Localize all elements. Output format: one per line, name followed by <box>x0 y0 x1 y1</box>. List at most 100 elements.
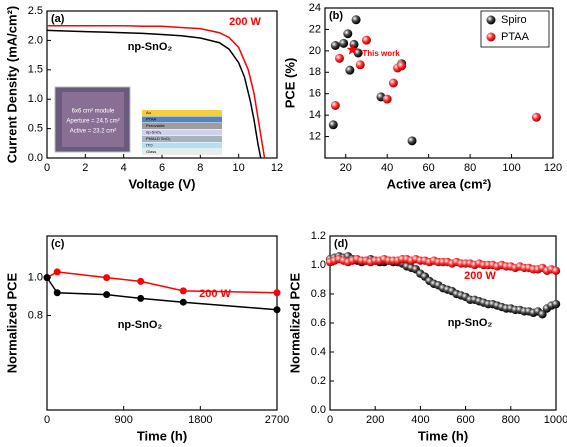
x-tick-label: 8 <box>197 162 203 174</box>
inset-layer-label: ITO <box>146 143 153 148</box>
legend-marker <box>486 32 496 42</box>
y-tick-label: 1.0 <box>28 272 43 284</box>
marker <box>179 298 187 306</box>
marker <box>53 289 61 297</box>
point <box>397 61 407 71</box>
marker <box>551 299 561 309</box>
inset-text: Active = 23.2 cm² <box>70 129 117 135</box>
y-axis-label: Normalized PCE <box>4 272 19 373</box>
y-tick-label: 1.5 <box>28 64 43 76</box>
panel-label: (d) <box>334 238 348 250</box>
y-tick-label: 14 <box>309 109 321 121</box>
point <box>382 94 392 104</box>
marker <box>538 310 547 319</box>
inset-layer <box>142 149 222 155</box>
x-tick-label: 12 <box>271 162 283 174</box>
x-tick-label: 10 <box>233 162 245 174</box>
inset-text: Aperture = 24.5 cm² <box>66 119 119 125</box>
x-tick-label: 200 <box>366 414 384 426</box>
marker <box>137 294 145 302</box>
x-tick-label: 100 <box>502 162 520 174</box>
point <box>330 41 340 50</box>
marker <box>103 274 111 282</box>
star-label: This work <box>362 49 400 58</box>
inset-layer-label: PMALD SnO₂ <box>146 136 171 141</box>
point <box>343 29 353 39</box>
point <box>531 112 541 122</box>
y-tick-label: 0.5 <box>28 123 43 135</box>
inset-layer <box>142 136 222 142</box>
y-tick-label: 0.0 <box>311 404 326 416</box>
y-tick-label: 1.0 <box>28 93 43 105</box>
panel-label: (b) <box>329 10 343 22</box>
series-label: np-SnO₂ <box>128 41 173 53</box>
x-tick-label: 4 <box>121 162 127 174</box>
inset-photo-panel <box>62 92 124 147</box>
x-axis-label: Voltage (V) <box>129 176 196 191</box>
legend-label: PTAA <box>501 31 530 43</box>
y-tick-label: 0.0 <box>28 152 43 164</box>
inset-layer-label: Au <box>146 110 151 115</box>
y-tick-label: 2.5 <box>28 5 43 17</box>
point <box>330 101 340 110</box>
x-tick-label: 600 <box>456 414 474 426</box>
inset-layer-label: Glass <box>146 149 156 154</box>
legend-marker <box>486 15 496 25</box>
marker <box>179 287 187 295</box>
star-marker <box>346 43 359 55</box>
inset-layer <box>142 129 222 136</box>
marker <box>103 291 111 299</box>
point <box>351 15 361 25</box>
y-axis-label: Current Density (mA/cm²) <box>4 6 19 163</box>
x-axis-label: Time (h) <box>137 428 187 443</box>
y-tick-label: 0.2 <box>311 375 326 387</box>
x-tick-label: 1800 <box>188 414 212 426</box>
x-tick-label: 6 <box>159 162 165 174</box>
y-axis-label: PCE (%) <box>282 58 297 109</box>
marker <box>43 274 51 282</box>
point <box>349 39 359 49</box>
point <box>345 65 355 75</box>
x-tick-label: 20 <box>340 162 352 174</box>
y-tick-label: 18 <box>309 66 321 78</box>
series-label: np-SnO₂ <box>448 317 493 329</box>
x-tick-label: 0 <box>44 162 50 174</box>
point <box>339 38 349 48</box>
y-axis-label: Normalized PCE <box>287 272 302 373</box>
y-tick-label: 0.6 <box>311 317 326 329</box>
y-tick-label: 12 <box>309 130 321 142</box>
point <box>355 60 365 70</box>
plot-frame <box>324 7 554 159</box>
x-axis-label: Time (h) <box>418 428 468 443</box>
inset-text: 6x6 cm² module <box>72 109 115 115</box>
point <box>388 78 398 88</box>
inset-layer <box>142 110 222 116</box>
x-tick-label: 80 <box>464 162 476 174</box>
series-label: 200 W <box>199 288 231 300</box>
point <box>407 136 417 146</box>
y-tick-label: 1.2 <box>311 230 326 242</box>
x-tick-label: 120 <box>544 162 562 174</box>
x-tick-label: 0 <box>44 414 50 426</box>
y-tick-label: 1.0 <box>311 259 326 271</box>
point <box>328 120 338 130</box>
marker <box>53 268 61 276</box>
x-tick-label: 800 <box>502 414 520 426</box>
series-line <box>46 271 278 294</box>
plot-frame <box>46 235 278 411</box>
series-line <box>46 29 262 159</box>
inset-layer <box>142 123 222 129</box>
x-tick-label: 60 <box>423 162 435 174</box>
y-tick-label: 22 <box>309 23 321 35</box>
y-tick-label: 16 <box>309 88 321 100</box>
inset: 6x6 cm² module Aperture = 24.5 cm² Active … <box>54 86 222 155</box>
x-tick-label: 40 <box>381 162 393 174</box>
y-tick-label: 24 <box>309 2 321 14</box>
legend-label: Spiro <box>501 14 527 26</box>
y-tick-label: 0.8 <box>28 309 43 321</box>
point <box>353 48 363 58</box>
y-tick-label: 2.0 <box>28 34 43 46</box>
marker <box>273 289 281 297</box>
x-tick-label: 1000 <box>544 414 567 426</box>
series-line <box>47 24 266 159</box>
